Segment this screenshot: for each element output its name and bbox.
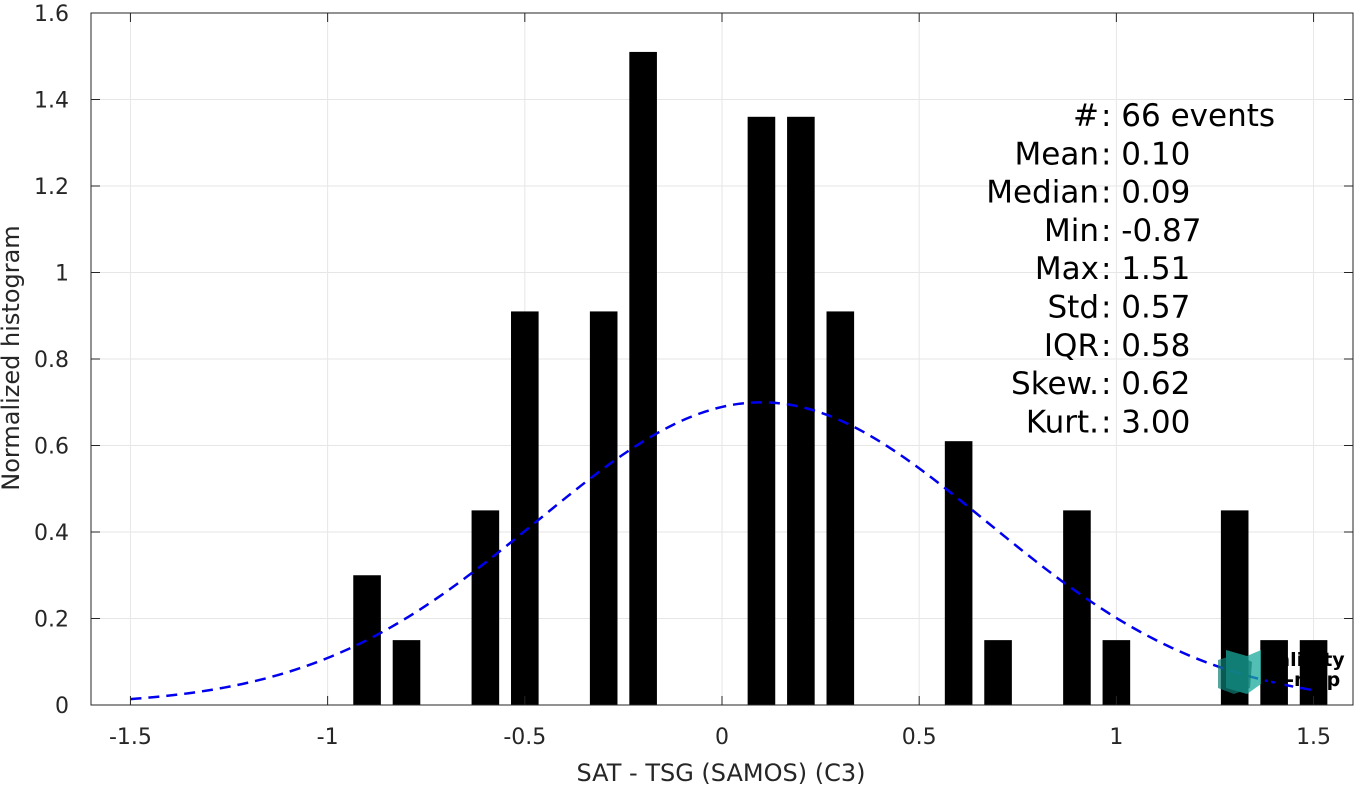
x-tick-label: 0.5 — [902, 725, 937, 750]
y-tick-label: 0.6 — [34, 435, 69, 460]
stat-value: : 66 events — [1101, 98, 1275, 134]
stat-value: : 3.00 — [1101, 404, 1190, 440]
y-tick-label: 0.8 — [34, 348, 69, 373]
stat-label: Min — [1044, 213, 1099, 249]
stat-label: Std — [1047, 290, 1099, 326]
logo-line2: pi-mep — [1266, 669, 1340, 691]
x-axis-label: SAT - TSG (SAMOS) (C3) — [577, 759, 866, 785]
histogram-bar — [787, 116, 815, 706]
stat-value: : 0.57 — [1101, 290, 1190, 326]
stat-value: : 0.58 — [1101, 328, 1190, 364]
y-tick-label: 1 — [55, 262, 69, 287]
histogram-bar — [1102, 640, 1131, 705]
stat-value: : 1.51 — [1101, 251, 1190, 287]
salinity-pimep-logo: salinity pi-mep — [1218, 649, 1345, 694]
histogram-bar — [1299, 640, 1328, 705]
histogram-bar — [1260, 640, 1288, 705]
x-tick-label: -1 — [317, 725, 339, 750]
stat-label: Max — [1035, 251, 1099, 287]
histogram-bar — [629, 51, 657, 706]
stat-value: : -0.87 — [1101, 213, 1202, 249]
y-tick-label: 1.2 — [34, 175, 69, 200]
histogram-bar — [471, 510, 500, 705]
axis-ticks: -1.5 -1 -0.5 0 0.5 1 1.5 0 0.2 0.4 0.6 0.8 1 1.2 1.4 1.… — [34, 2, 1353, 750]
gaussian-fit-curve — [130, 401, 1314, 701]
histogram-bar — [392, 640, 421, 705]
histogram-bars — [353, 51, 1328, 706]
histogram-bar — [826, 311, 855, 705]
y-tick-label: 0.2 — [34, 608, 69, 633]
x-tick-label: -1.5 — [109, 725, 152, 750]
y-axis-label: Normalized histogram — [0, 225, 25, 490]
y-tick-label: 1.6 — [34, 2, 69, 27]
grid-lines — [91, 12, 1353, 706]
x-tick-label: -0.5 — [503, 725, 546, 750]
y-tick-label: 1.4 — [34, 89, 69, 114]
histogram-bar — [984, 640, 1012, 705]
stat-value: : 0.09 — [1101, 175, 1190, 211]
logo-line1: salinity — [1266, 649, 1345, 671]
stat-label: Median — [986, 175, 1099, 211]
histogram-bar — [511, 311, 539, 705]
histogram-bar — [353, 575, 381, 705]
stat-label: Skew. — [1011, 366, 1099, 402]
y-tick-label: 0.4 — [34, 521, 69, 546]
stat-label: # — [1073, 98, 1099, 134]
x-tick-label: 1.5 — [1296, 725, 1331, 750]
histogram-bar — [747, 116, 776, 706]
stat-value: : 0.62 — [1101, 366, 1190, 402]
x-tick-label: 1 — [1109, 725, 1123, 750]
stat-value: : 0.10 — [1101, 136, 1190, 172]
histogram-bar — [1063, 510, 1091, 705]
stat-label: Mean — [1015, 136, 1099, 172]
histogram-bar — [589, 311, 618, 705]
histogram-bar — [944, 441, 973, 705]
stat-label: IQR — [1044, 328, 1099, 364]
logo-cube-face — [1218, 654, 1252, 694]
stat-label: Kurt. — [1026, 404, 1099, 440]
y-tick-label: 0 — [55, 694, 69, 719]
x-tick-label: 0 — [715, 725, 729, 750]
